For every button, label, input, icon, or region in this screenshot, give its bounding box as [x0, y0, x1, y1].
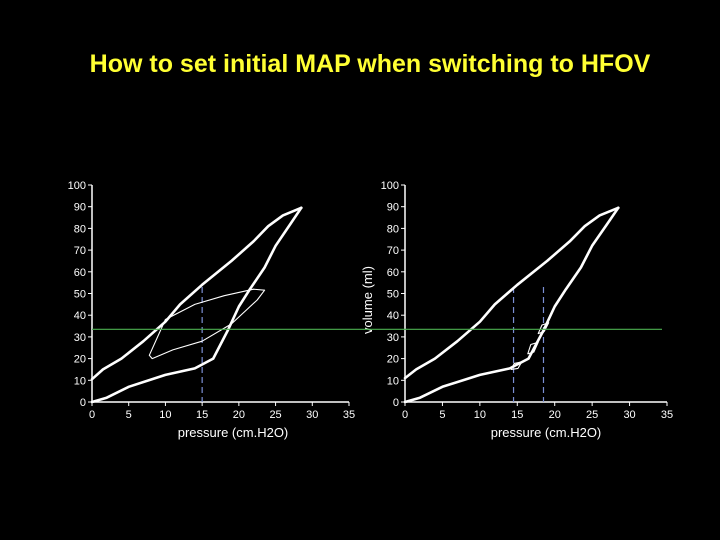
- chart1-ytick-label: 50: [74, 289, 86, 301]
- chart2-xtick-label: 15: [511, 409, 523, 421]
- chart1-xtick-label: 0: [89, 409, 95, 421]
- chart1-hfov-loop-curve: [148, 288, 266, 360]
- chart1-xtick-label: 20: [233, 409, 245, 421]
- chart2-small-loop-3-curve: [537, 322, 550, 335]
- chart2-xtick-label: 30: [623, 409, 635, 421]
- chart1-ytick-label: 10: [74, 375, 86, 387]
- chart2-ytick-label: 20: [387, 354, 399, 366]
- chart2-ytick-label: 0: [393, 397, 399, 409]
- chart2-inflation-limb-curve: [403, 206, 620, 380]
- chart2-xtick-label: 5: [439, 409, 445, 421]
- chart2-xtick-label: 35: [661, 409, 673, 421]
- chart1-inflation-limb-curve: [90, 206, 303, 381]
- chart1-ytick-label: 30: [74, 332, 86, 344]
- chart1-xtick-label: 5: [126, 409, 132, 421]
- chart1-ytick-label: 90: [74, 202, 86, 214]
- chart2-ytick-label: 80: [387, 223, 399, 235]
- chart2-ytick-label: 30: [387, 332, 399, 344]
- chart1-xtick-label: 30: [306, 409, 318, 421]
- chart1-ytick-label: 0: [80, 397, 86, 409]
- chart1-ytick-label: 20: [74, 354, 86, 366]
- chart2-ytick-label: 40: [387, 310, 399, 322]
- chart2-deflation-limb-curve: [403, 206, 620, 404]
- chart2-xtick-label: 25: [586, 409, 598, 421]
- chart1-ytick-label: 40: [74, 310, 86, 322]
- chart2-ytick-label: 70: [387, 245, 399, 257]
- chart1-ytick-label: 70: [74, 245, 86, 257]
- chart1-ytick-label: 80: [74, 223, 86, 235]
- chart1-deflation-limb-curve: [90, 206, 303, 404]
- chart2-ytick-label: 100: [381, 180, 399, 192]
- chart2-small-loop-1-curve: [510, 361, 523, 370]
- chart2-xtick-label: 10: [474, 409, 486, 421]
- chart1-x-axis-label: pressure (cm.H2O): [178, 425, 289, 440]
- chart1-ytick-label: 60: [74, 267, 86, 279]
- chart2-small-loop-2-curve: [527, 341, 539, 355]
- chart2-ytick-label: 50: [387, 289, 399, 301]
- chart2-ytick-label: 10: [387, 375, 399, 387]
- chart1-xtick-label: 25: [269, 409, 281, 421]
- chart2-xtick-label: 20: [549, 409, 561, 421]
- chart1-xtick-label: 35: [343, 409, 355, 421]
- chart2-y-axis-label: volume (ml): [360, 266, 375, 334]
- chart2-xtick-label: 0: [402, 409, 408, 421]
- chart1-xtick-label: 15: [196, 409, 208, 421]
- chart2-x-axis-label: pressure (cm.H2O): [491, 425, 602, 440]
- chart2-ytick-label: 60: [387, 267, 399, 279]
- chart1-ytick-label: 100: [68, 180, 86, 192]
- chart2-ytick-label: 90: [387, 202, 399, 214]
- chart1-xtick-label: 10: [159, 409, 171, 421]
- page-title: How to set initial MAP when switching to…: [89, 50, 651, 78]
